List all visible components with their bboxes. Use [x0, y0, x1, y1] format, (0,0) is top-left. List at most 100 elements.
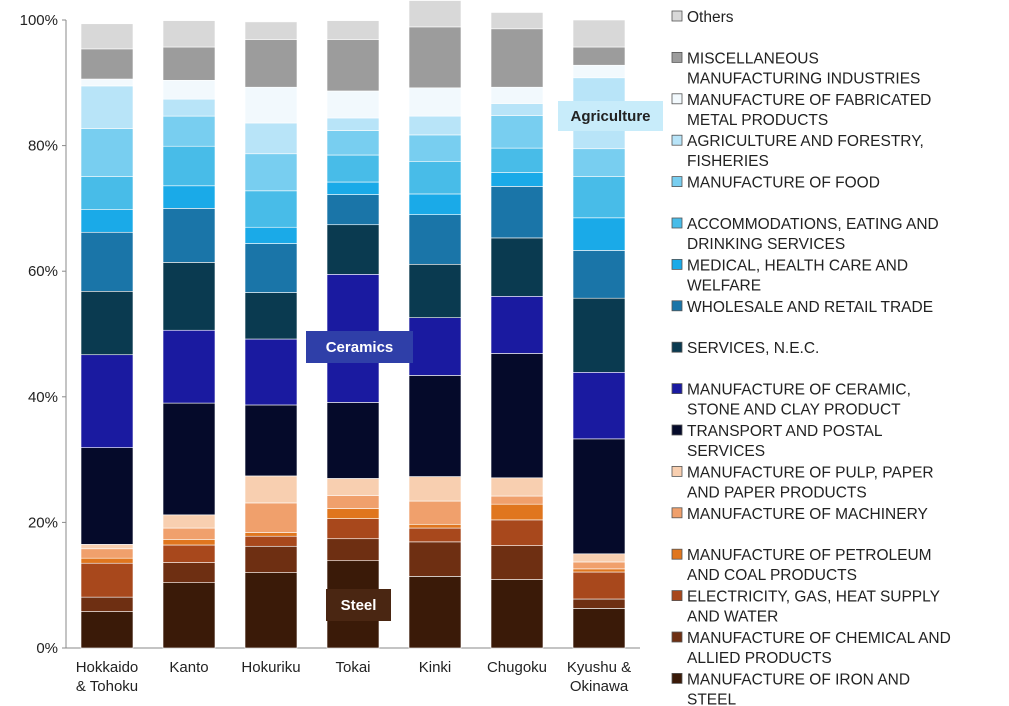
- annotation-label: Agriculture: [570, 108, 650, 125]
- legend-label: MANUFACTURING INDUSTRIES: [687, 70, 920, 87]
- bar-segment: [80, 611, 134, 649]
- bar-segment: [80, 354, 134, 448]
- annotation-label: Ceramics: [326, 339, 394, 356]
- legend-label: STEEL: [687, 691, 736, 706]
- legend: Others MISCELLANEOUS MANUFACTURING INDUSTR…: [671, 9, 951, 706]
- bar-segment: [408, 527, 462, 543]
- legend-label: WELFARE: [687, 277, 761, 294]
- bar-segment: [244, 153, 298, 192]
- bar-segment: [80, 48, 134, 80]
- bar-segment: [162, 262, 216, 331]
- bar-segment: [326, 154, 380, 183]
- annotation-layer: Agriculture Ceramics Steel: [306, 101, 663, 621]
- bar-segment: [244, 502, 298, 533]
- axis-layer: 0% 20% 40% 60% 80% 100% Hokkaido & Tohoku Kanto H…: [20, 12, 640, 695]
- bar-segment: [80, 548, 134, 559]
- bar-segment: [408, 26, 462, 89]
- bar-segment: [572, 217, 626, 251]
- annotation-label: Steel: [341, 597, 377, 614]
- bar-segment: [162, 544, 216, 563]
- bar-segment: [490, 115, 544, 149]
- bar-segment: [572, 571, 626, 600]
- bar-segment: [80, 596, 134, 612]
- bar-segment: [408, 263, 462, 318]
- bar-segment: [490, 28, 544, 88]
- bar-segment: [408, 0, 462, 28]
- bar-segment: [490, 237, 544, 297]
- legend-swatch: [671, 673, 683, 684]
- bar-segment: [572, 46, 626, 66]
- bar-segment: [490, 103, 544, 116]
- annotation-box: [326, 589, 391, 621]
- bar-segment: [572, 250, 626, 299]
- legend-label: AND PAPER PRODUCTS: [687, 484, 867, 501]
- bar-segment: [326, 130, 380, 156]
- bar-segment: [326, 224, 380, 275]
- annotation-box: [558, 101, 663, 131]
- bar-segment: [162, 539, 216, 546]
- bar-segment: [490, 477, 544, 497]
- legend-label: MANUFACTURE OF PULP, PAPER: [687, 464, 934, 481]
- bar-segment: [326, 508, 380, 519]
- bar-segment: [162, 402, 216, 516]
- y-tick-label: 80%: [28, 138, 58, 155]
- bar-segment: [244, 292, 298, 340]
- bar-segment: [490, 296, 544, 354]
- bar-segment: [490, 519, 544, 546]
- bar-segment: [326, 20, 380, 40]
- bar-segment: [326, 478, 380, 496]
- x-category-label: Kanto: [169, 659, 208, 676]
- legend-label: ALLIED PRODUCTS: [687, 650, 832, 667]
- bar-segment: [244, 86, 298, 124]
- bar-segment: [162, 98, 216, 117]
- bar-segment: [80, 290, 134, 356]
- bar-segment: [408, 317, 462, 376]
- bar-segment: [162, 514, 216, 529]
- y-tick-label: 0%: [36, 640, 58, 657]
- x-category-label: & Tohoku: [76, 678, 138, 695]
- y-tick-label: 100%: [20, 12, 58, 29]
- bar-segment: [408, 375, 462, 477]
- legend-label: MANUFACTURE OF MACHINERY: [687, 506, 928, 523]
- bar-segment: [162, 115, 216, 147]
- legend-swatch: [671, 52, 683, 63]
- legend-swatch: [671, 134, 683, 146]
- legend-swatch: [671, 176, 683, 188]
- bar-segment: [408, 500, 462, 525]
- legend-label: MANUFACTURE OF IRON AND: [687, 671, 910, 688]
- bar-segment: [572, 64, 626, 79]
- bar-segment: [490, 503, 544, 521]
- bar-segment: [162, 20, 216, 48]
- legend-swatch: [671, 93, 683, 105]
- bar-segment: [80, 23, 134, 50]
- legend-label: FISHERIES: [687, 153, 769, 170]
- legend-swatch: [671, 465, 683, 477]
- legend-label: MANUFACTURE OF FOOD: [687, 175, 880, 192]
- bar-segment: [326, 39, 380, 92]
- annotation-box: [306, 331, 413, 363]
- bar-segment: [326, 402, 380, 479]
- y-tick-label: 60%: [28, 263, 58, 280]
- legend-label: SERVICES, N.E.C.: [687, 340, 819, 357]
- legend-label: AND COAL PRODUCTS: [687, 567, 857, 584]
- bar-segment: [244, 190, 298, 228]
- legend-label: MANUFACTURE OF CHEMICAL AND: [687, 630, 951, 647]
- x-category-label: Kinki: [419, 659, 452, 676]
- bar-segment: [408, 214, 462, 265]
- bar-segment: [572, 598, 626, 609]
- legend-swatch: [671, 300, 683, 312]
- bar-segment: [326, 181, 380, 195]
- y-tick-label: 20%: [28, 514, 58, 531]
- bar-segment: [572, 19, 626, 48]
- bar-segment: [244, 572, 298, 649]
- bar-segment: [80, 231, 134, 292]
- bar-segment: [408, 115, 462, 136]
- x-category-label: Hokkaido: [76, 659, 139, 676]
- bar-segment: [162, 329, 216, 404]
- legend-swatch: [671, 258, 683, 270]
- bar-segment: [244, 338, 298, 406]
- bar-segment: [572, 438, 626, 555]
- bar-segment: [326, 538, 380, 562]
- bar-segment: [244, 404, 298, 477]
- legend-swatch: [671, 631, 683, 643]
